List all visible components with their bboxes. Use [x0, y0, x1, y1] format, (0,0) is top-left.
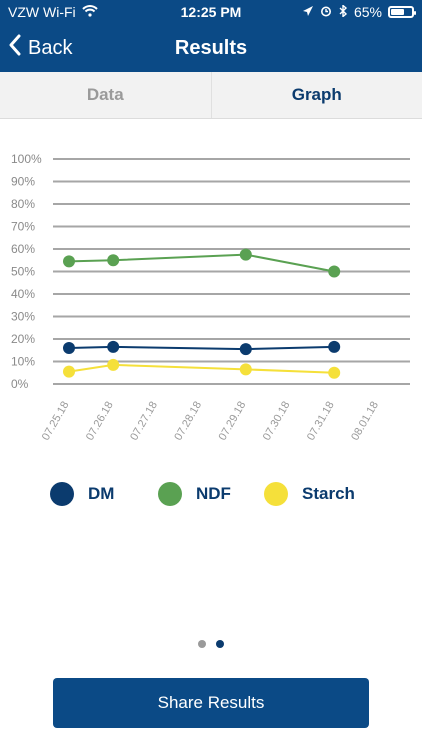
- x-tick-label: 08.01.18: [349, 400, 381, 443]
- series-line-dm: [68, 345, 335, 351]
- back-label: Back: [28, 36, 73, 59]
- data-point-dm: [328, 340, 341, 353]
- series-line-ndf: [68, 253, 335, 273]
- location-icon: [302, 4, 314, 20]
- chart-legend: DM NDF Starch: [0, 482, 422, 510]
- legend-item-dm: DM: [50, 482, 114, 506]
- status-time: 12:25 PM: [180, 4, 242, 20]
- nav-bar: Back Results: [0, 24, 422, 72]
- legend-label-starch: Starch: [302, 484, 355, 503]
- legend-dot-ndf: [158, 482, 182, 506]
- results-chart: 0% 10% 20% 30% 40% 50% 60% 70% 80% 90% 100% 07.25.1…: [0, 140, 422, 460]
- page-indicator: [0, 640, 422, 652]
- tab-data[interactable]: Data: [0, 72, 212, 118]
- x-tick-label: 07.29.18: [217, 400, 249, 443]
- y-tick-label: 0%: [11, 377, 29, 391]
- legend-label-ndf: NDF: [196, 484, 231, 503]
- line-chart-svg: 0% 10% 20% 30% 40% 50% 60% 70% 80% 90% 100% 07.25.1…: [11, 152, 410, 443]
- share-results-label: Share Results: [157, 693, 265, 712]
- legend-label-dm: DM: [88, 484, 115, 503]
- wifi-icon: [81, 4, 98, 20]
- segmented-tabs: Data Graph: [0, 72, 422, 119]
- y-tick-label: 90%: [11, 175, 35, 189]
- data-point-ndf: [63, 255, 75, 268]
- back-button[interactable]: Back: [8, 34, 72, 62]
- bluetooth-icon: [338, 4, 348, 20]
- data-point-starch: [63, 365, 75, 378]
- x-tick-label: 07.30.18: [261, 400, 293, 443]
- x-tick-label: 07.26.18: [84, 400, 116, 443]
- legend-item-ndf: NDF: [158, 482, 231, 506]
- status-right-group: 65%: [302, 4, 416, 20]
- legend-item-starch: Starch: [264, 482, 355, 506]
- data-point-starch: [328, 366, 341, 379]
- data-point-dm: [107, 340, 120, 353]
- x-tick-label: 07.31.18: [305, 400, 337, 443]
- y-tick-label: 30%: [11, 310, 35, 324]
- y-tick-label: 100%: [11, 152, 42, 166]
- tab-data-label: Data: [86, 85, 124, 104]
- alarm-icon: [320, 4, 332, 20]
- legend-dot-dm: [50, 482, 74, 506]
- top-header: VZW Wi-Fi 12:25 PM 65%: [0, 0, 422, 72]
- data-point-dm: [63, 342, 75, 354]
- data-point-dm: [239, 343, 252, 356]
- data-point-starch: [239, 363, 252, 376]
- data-point-ndf: [107, 254, 120, 267]
- battery-fill: [391, 9, 404, 15]
- y-tick-label: 70%: [11, 220, 35, 234]
- y-tick-label: 50%: [11, 265, 35, 279]
- tab-graph[interactable]: Graph: [211, 72, 422, 118]
- page-title: Results: [174, 37, 248, 59]
- legend-dot-starch: [264, 482, 288, 506]
- data-point-ndf: [239, 248, 252, 261]
- chevron-left-icon: [8, 34, 22, 62]
- y-tick-label: 40%: [11, 287, 35, 301]
- data-point-ndf: [328, 265, 341, 278]
- y-tick-label: 10%: [11, 355, 35, 369]
- x-tick-label: 07.28.18: [172, 400, 204, 443]
- x-tick-label: 07.25.18: [40, 400, 72, 443]
- page-dot-2[interactable]: [216, 640, 224, 648]
- share-results-button[interactable]: Share Results: [53, 678, 369, 728]
- y-tick-label: 60%: [11, 242, 35, 256]
- carrier-label: VZW Wi-Fi: [8, 4, 76, 20]
- battery-icon: [388, 6, 416, 18]
- status-bar: VZW Wi-Fi 12:25 PM 65%: [0, 0, 422, 24]
- y-tick-label: 20%: [11, 332, 35, 346]
- series-line-starch: [68, 363, 335, 374]
- tab-graph-label: Graph: [291, 85, 342, 104]
- page-dot-1[interactable]: [198, 640, 206, 648]
- x-tick-label: 07.27.18: [128, 400, 160, 443]
- battery-percent: 65%: [353, 4, 382, 20]
- data-point-starch: [107, 358, 120, 371]
- y-tick-label: 80%: [11, 197, 35, 211]
- carrier-group: VZW Wi-Fi: [8, 4, 98, 20]
